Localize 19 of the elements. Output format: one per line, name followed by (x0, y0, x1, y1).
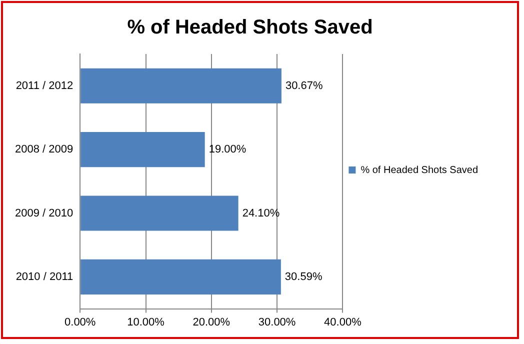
data-label: 30.59% (284, 270, 322, 283)
x-tick-label: 20.00% (192, 316, 230, 328)
x-tick-label: 0.00% (64, 316, 96, 328)
y-tick-label: 2010 / 2011 (16, 270, 74, 283)
bar (80, 132, 205, 168)
data-label: 30.67% (285, 80, 323, 92)
bar (80, 259, 281, 294)
y-tick-label: 2008 / 2009 (14, 144, 74, 156)
data-label: 19.00% (208, 144, 246, 156)
y-tick-label: 2009 / 2010 (14, 207, 74, 220)
data-label: 24.10% (242, 207, 280, 220)
x-tick-label: 30.00% (258, 316, 296, 328)
legend-label: % of Headed Shots Saved (360, 164, 478, 176)
bar (80, 68, 282, 104)
y-tick-label: 2011 / 2012 (16, 80, 74, 92)
bar (80, 196, 238, 231)
x-tick-label: 10.00% (127, 316, 165, 328)
chart-title: % of Headed Shots Saved (127, 16, 373, 39)
x-tick-label: 40.00% (324, 316, 362, 328)
